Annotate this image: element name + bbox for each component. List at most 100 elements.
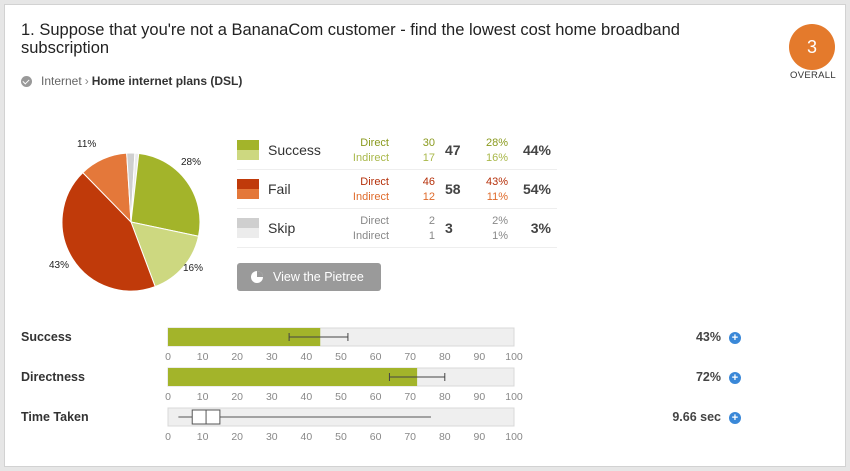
metric-value-success: 43%	[695, 330, 721, 344]
direct-percent: 28%	[485, 137, 508, 149]
total-count: 58	[445, 181, 461, 197]
axis-tick-label: 80	[439, 351, 451, 363]
axis-tick-label: 10	[197, 391, 209, 403]
axis-tick-label: 40	[301, 351, 313, 363]
view-pietree-label: View the Pietree	[273, 270, 364, 284]
pie-slice-success-direct[interactable]	[130, 152, 201, 237]
direct-count: 2	[428, 215, 435, 227]
indirect-count: 1	[428, 230, 435, 242]
expand-directness-icon[interactable]: +	[729, 372, 741, 384]
axis-tick-label: 70	[404, 351, 416, 363]
breadcrumb-parent[interactable]: Internet	[41, 74, 82, 88]
pie-label-success-indirect: 16%	[183, 263, 204, 274]
axis-tick-label: 100	[505, 351, 523, 363]
direct-label: Direct	[360, 176, 389, 188]
axis-tick-label: 40	[301, 391, 313, 403]
axis-tick-label: 50	[335, 391, 347, 403]
axis-tick-label: 60	[370, 351, 382, 363]
indirect-label: Indirect	[352, 191, 389, 203]
axis-tick-label: 70	[404, 431, 416, 443]
axis-tick-label: 30	[266, 391, 278, 403]
axis-tick-label: 20	[231, 431, 243, 443]
metric-label-time: Time Taken	[21, 410, 89, 424]
expand-time-icon[interactable]: +	[729, 412, 741, 424]
axis-tick-label: 100	[505, 431, 523, 443]
axis-tick-label: 30	[266, 431, 278, 443]
indirect-percent: 16%	[485, 152, 508, 164]
breadcrumb-separator: ›	[84, 74, 89, 88]
indirect-count: 17	[422, 152, 435, 164]
metric-value-time: 9.66 sec	[672, 410, 721, 424]
overall-score-badge: 3	[789, 24, 835, 70]
stats-row-skip: Skip Direct Indirect 2 1 3 2% 1% 3%	[237, 209, 557, 248]
pie-chart-icon	[251, 271, 263, 283]
swatch-skip-direct	[237, 218, 259, 228]
axis-tick-label: 50	[335, 431, 347, 443]
direct-count: 46	[422, 176, 435, 188]
metric-label-directness: Directness	[21, 370, 85, 384]
direct-count: 30	[422, 137, 435, 149]
stats-name-skip: Skip	[268, 220, 296, 236]
swatch-success-indirect	[237, 150, 259, 160]
indirect-count: 12	[422, 191, 435, 203]
task-result-card: 1. Suppose that you're not a BananaCom c…	[4, 4, 846, 467]
direct-percent: 2%	[492, 215, 508, 227]
direct-label: Direct	[360, 215, 389, 227]
check-circle-icon	[21, 75, 32, 87]
axis-tick-label: 30	[266, 351, 278, 363]
axis-tick-label: 20	[231, 391, 243, 403]
axis-tick-label: 10	[197, 351, 209, 363]
axis-tick-label: 70	[404, 391, 416, 403]
swatch-success-direct	[237, 140, 259, 150]
swatch-fail-indirect	[237, 189, 259, 199]
axis-tick-label: 60	[370, 431, 382, 443]
axis-tick-label: 80	[439, 391, 451, 403]
axis-tick-label: 90	[474, 391, 486, 403]
view-pietree-button[interactable]: View the Pietree	[237, 263, 381, 291]
total-count: 3	[445, 220, 453, 236]
results-pie-chart[interactable]	[61, 152, 201, 292]
axis-tick-label: 0	[165, 431, 171, 443]
indirect-percent: 11%	[486, 191, 508, 203]
overall-percent: 54%	[522, 181, 551, 197]
axis-tick-label: 50	[335, 351, 347, 363]
metric-value-directness: 72%	[695, 370, 721, 384]
indirect-label: Indirect	[352, 152, 389, 164]
axis-tick-label: 0	[165, 391, 171, 403]
axis-tick-label: 20	[231, 351, 243, 363]
pie-slice-skip-indirect[interactable]	[130, 152, 140, 223]
pie-slice-fail-direct[interactable]	[61, 171, 156, 292]
axis-tick-label: 90	[474, 351, 486, 363]
axis-tick-label: 0	[165, 351, 171, 363]
expand-success-icon[interactable]: +	[729, 332, 741, 344]
axis-tick-label: 10	[197, 431, 209, 443]
pie-label-fail: 43%	[49, 260, 70, 271]
direct-percent: 43%	[485, 176, 508, 188]
stats-name-success: Success	[268, 142, 321, 158]
overall-score-label: OVERALL	[790, 70, 836, 81]
question-title: 1. Suppose that you're not a BananaCom c…	[21, 21, 680, 57]
total-count: 47	[445, 142, 461, 158]
axis-tick-label: 40	[301, 431, 313, 443]
axis-tick-label: 90	[474, 431, 486, 443]
stats-name-fail: Fail	[268, 181, 291, 197]
metric-bar-directness	[168, 368, 418, 386]
overall-percent: 3%	[530, 220, 551, 236]
swatch-skip-indirect	[237, 228, 259, 238]
results-table: Success Direct Indirect 30 17 47 28% 16%…	[237, 131, 557, 248]
axis-tick-label: 60	[370, 391, 382, 403]
metric-label-success: Success	[21, 330, 72, 344]
stats-row-fail: Fail Direct Indirect 46 12 58 43% 11% 54…	[237, 170, 557, 209]
direct-label: Direct	[360, 137, 389, 149]
breadcrumb-current: Home internet plans (DSL)	[91, 74, 243, 88]
indirect-percent: 1%	[492, 230, 508, 242]
pie-label-fail-indirect: 11%	[77, 139, 97, 150]
pie-slice-success-indirect[interactable]	[130, 221, 200, 288]
pie-label-success: 28%	[181, 157, 202, 168]
metric-bar-success	[168, 328, 321, 346]
overall-percent: 44%	[522, 142, 551, 158]
stats-row-success: Success Direct Indirect 30 17 47 28% 16%…	[237, 131, 557, 170]
breadcrumb: Internet › Home internet plans (DSL)	[21, 74, 242, 88]
swatch-fail-direct	[237, 179, 259, 189]
